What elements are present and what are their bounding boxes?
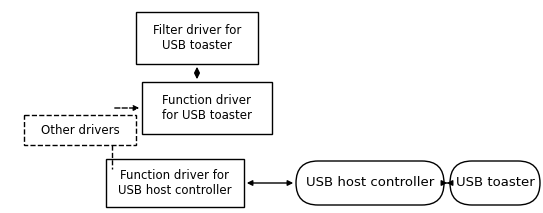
Bar [136,12,258,64]
Text: Function driver
for USB toaster: Function driver for USB toaster [162,94,252,122]
FancyBboxPatch shape [450,161,540,205]
FancyBboxPatch shape [296,161,444,205]
Text: USB toaster: USB toaster [456,177,534,190]
Bar [142,82,272,134]
Text: Other drivers: Other drivers [41,124,119,137]
Bar [24,115,136,145]
Text: USB host controller: USB host controller [306,177,434,190]
Bar [106,159,244,207]
Text: Function driver for
USB host controller: Function driver for USB host controller [118,169,232,197]
Text: Filter driver for
USB toaster: Filter driver for USB toaster [153,24,241,52]
